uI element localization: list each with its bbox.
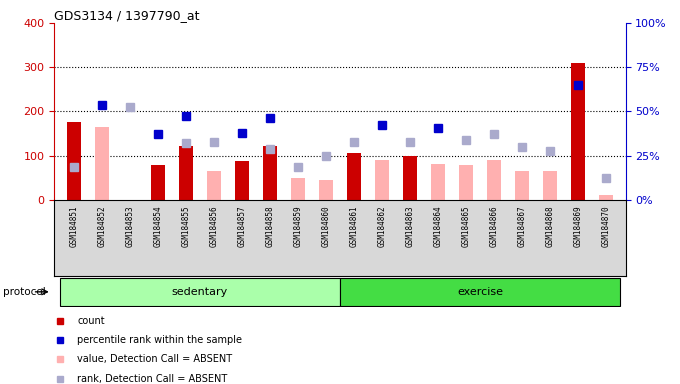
Text: GDS3134 / 1397790_at: GDS3134 / 1397790_at — [54, 9, 200, 22]
Bar — [95, 127, 109, 200]
Text: exercise: exercise — [457, 287, 503, 297]
Bar — [67, 122, 81, 200]
Text: GSM184856: GSM184856 — [209, 206, 218, 247]
Text: value, Detection Call = ABSENT: value, Detection Call = ABSENT — [78, 354, 233, 364]
Text: GSM184866: GSM184866 — [490, 206, 498, 247]
Bar — [319, 180, 333, 200]
Bar — [67, 191, 81, 200]
Text: protocol: protocol — [3, 287, 46, 297]
Text: GSM184861: GSM184861 — [350, 206, 358, 247]
Text: sedentary: sedentary — [172, 287, 228, 297]
Bar — [375, 160, 389, 200]
Bar — [515, 171, 529, 200]
Text: GSM184867: GSM184867 — [517, 206, 526, 247]
Text: GSM184869: GSM184869 — [573, 206, 583, 247]
Text: GSM184860: GSM184860 — [322, 206, 330, 247]
Bar — [599, 195, 613, 200]
Text: percentile rank within the sample: percentile rank within the sample — [78, 335, 242, 345]
Text: GSM184853: GSM184853 — [126, 206, 135, 247]
Text: GSM184854: GSM184854 — [154, 206, 163, 247]
Text: count: count — [78, 316, 105, 326]
Text: GSM184851: GSM184851 — [69, 206, 78, 247]
Bar — [151, 165, 165, 200]
Bar — [347, 153, 361, 200]
Bar — [263, 146, 277, 200]
Text: GSM184863: GSM184863 — [405, 206, 415, 247]
Text: GSM184868: GSM184868 — [545, 206, 554, 247]
Bar — [60, 278, 340, 306]
Bar — [403, 156, 417, 200]
Bar — [571, 63, 585, 200]
Text: GSM184865: GSM184865 — [462, 206, 471, 247]
Bar — [207, 171, 221, 200]
Text: GSM184858: GSM184858 — [265, 206, 275, 247]
Text: GSM184870: GSM184870 — [602, 206, 611, 247]
Text: GSM184862: GSM184862 — [377, 206, 386, 247]
Text: GSM184864: GSM184864 — [434, 206, 443, 247]
Bar — [431, 164, 445, 200]
Text: GSM184859: GSM184859 — [294, 206, 303, 247]
Bar — [459, 165, 473, 200]
Text: GSM184852: GSM184852 — [97, 206, 107, 247]
Bar — [340, 278, 620, 306]
Text: GSM184855: GSM184855 — [182, 206, 190, 247]
Text: GSM184857: GSM184857 — [237, 206, 247, 247]
Bar — [235, 161, 249, 200]
Bar — [179, 146, 193, 200]
Bar — [291, 178, 305, 200]
Bar — [487, 160, 501, 200]
Bar — [543, 171, 557, 200]
Text: rank, Detection Call = ABSENT: rank, Detection Call = ABSENT — [78, 374, 228, 384]
